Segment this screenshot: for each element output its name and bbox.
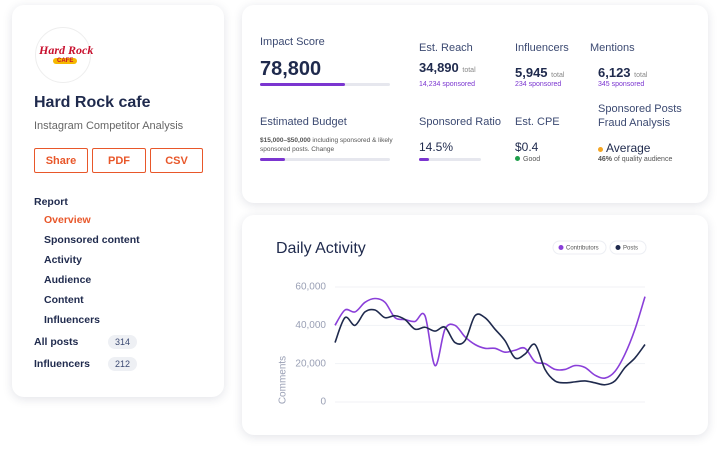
share-button[interactable]: Share bbox=[34, 148, 88, 173]
metric-label: Est. Reach bbox=[419, 42, 473, 54]
legend-label: Contributors bbox=[566, 246, 599, 252]
status-text: Good bbox=[523, 156, 541, 163]
pdf-button[interactable]: PDF bbox=[92, 148, 146, 173]
progress-bar bbox=[419, 158, 481, 161]
budget-range: $15,000–$50,000 bbox=[260, 137, 311, 144]
y-axis-label: Comments bbox=[278, 356, 289, 404]
legend-item: Posts bbox=[609, 240, 647, 255]
legend-pill bbox=[609, 240, 647, 255]
metric-label: Sponsored Ratio bbox=[419, 116, 501, 128]
metric-value: 34,890 total bbox=[419, 60, 476, 75]
metric-label: Sponsored Posts bbox=[598, 103, 682, 115]
metric-label: Fraud Analysis bbox=[598, 117, 671, 129]
nav-item[interactable]: Influencers bbox=[34, 358, 91, 370]
metric-label: Mentions bbox=[590, 42, 635, 54]
metric-value: 6,123 total bbox=[598, 65, 647, 80]
metric-value: $0.4 bbox=[515, 140, 539, 154]
legend-swatch bbox=[615, 245, 621, 250]
series-line bbox=[334, 308, 646, 386]
nav-item[interactable]: Audience bbox=[44, 274, 92, 286]
nav-item[interactable]: Activity bbox=[44, 254, 82, 266]
metric-label: Influencers bbox=[515, 42, 569, 54]
series-line bbox=[334, 296, 646, 379]
budget-text: $15,000–$50,000 including sponsored & li… bbox=[260, 136, 400, 154]
count-badge: 314 bbox=[108, 335, 138, 349]
value: 6,123 bbox=[598, 65, 631, 80]
fraud-note: 46% of quality audience bbox=[598, 156, 672, 163]
sponsored: 345 sponsored bbox=[598, 81, 645, 88]
pct: 46% bbox=[598, 156, 613, 163]
legend-swatch bbox=[558, 245, 564, 250]
metric-value: 14.5% bbox=[419, 140, 454, 154]
unit: total bbox=[551, 72, 565, 79]
note: of quality audience bbox=[613, 156, 673, 163]
logo-text: Hard Rock bbox=[39, 43, 94, 57]
y-tick-label: 60,000 bbox=[295, 282, 326, 293]
nav-item[interactable]: Overview bbox=[44, 214, 91, 226]
nav-item[interactable]: Influencers bbox=[44, 314, 101, 326]
status: Good bbox=[515, 156, 540, 163]
budget-note: including sponsored & likely sponsored p… bbox=[260, 137, 393, 153]
unit: total bbox=[462, 67, 476, 74]
metric-value: Average bbox=[598, 141, 650, 155]
y-tick-label: 40,000 bbox=[295, 320, 326, 331]
progress-bar bbox=[260, 158, 390, 161]
nav-item[interactable]: All posts bbox=[34, 336, 79, 348]
value: Average bbox=[606, 141, 651, 155]
metric-label: Impact Score bbox=[260, 36, 325, 48]
logo-text: CAFE bbox=[53, 58, 78, 64]
subtitle: Instagram Competitor Analysis bbox=[34, 120, 184, 132]
chart: Daily Activity Comments 0 20,000 40,000 60,… bbox=[276, 240, 647, 408]
legend-pill bbox=[552, 240, 607, 255]
nav-item[interactable]: Content bbox=[44, 294, 84, 306]
sponsored: 14,234 sponsored bbox=[419, 81, 476, 88]
nav-item[interactable]: Sponsored content bbox=[44, 234, 140, 246]
chart-card: Daily Activity Comments 0 20,000 40,000 60,… bbox=[242, 215, 708, 435]
sponsored: 234 sponsored bbox=[515, 81, 562, 88]
metric-value: 5,945 total bbox=[515, 65, 564, 80]
count-badge: 212 bbox=[108, 357, 138, 371]
metric-value: 78,800 bbox=[260, 58, 322, 80]
value: 34,890 bbox=[419, 60, 459, 75]
metrics-card: Impact Score 78,800 Est. Reach 34,890 to… bbox=[242, 5, 708, 203]
section-title: Report bbox=[34, 196, 68, 208]
legend-label: Posts bbox=[623, 246, 638, 252]
logo: Hard Rock CAFE bbox=[35, 27, 94, 83]
csv-button[interactable]: CSV bbox=[150, 148, 203, 173]
y-tick-label: 0 bbox=[320, 397, 326, 408]
value: 5,945 bbox=[515, 65, 548, 80]
brand-name: Hard Rock cafe bbox=[34, 94, 151, 111]
y-tick-label: 20,000 bbox=[295, 358, 326, 369]
metric-label: Estimated Budget bbox=[260, 116, 347, 128]
unit: total bbox=[634, 72, 648, 79]
metric-label: Est. CPE bbox=[515, 116, 560, 128]
sidebar: Hard Rock CAFE Hard Rock cafe Instagram … bbox=[12, 5, 224, 397]
chart-title: Daily Activity bbox=[276, 240, 366, 257]
legend-item: Contributors bbox=[552, 240, 607, 255]
progress-bar bbox=[260, 83, 390, 86]
